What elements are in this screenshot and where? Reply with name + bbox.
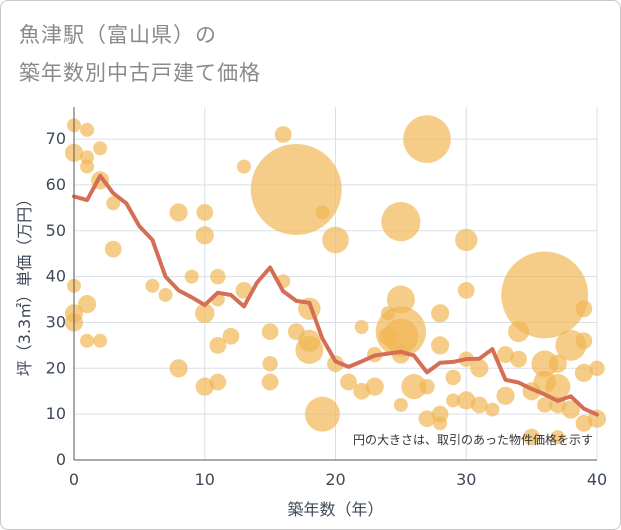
bubble-point [548,354,567,373]
bubble-point [419,378,435,395]
bubble-point [274,126,292,143]
bubble-point [80,333,95,348]
bubble-point [250,144,342,236]
x-tick-label: 40 [587,470,607,489]
bubble-point [194,303,215,324]
bubble-point [523,428,541,446]
bubble-point [327,355,344,373]
bubble-point [470,396,488,414]
bubble-point [295,335,324,364]
bubble-point [510,350,527,368]
bubble-point [531,350,558,378]
bubble-point [195,377,214,396]
bubble-point [445,369,461,386]
bubble-point [391,345,410,364]
bubble-point [537,397,553,413]
bubble-point [433,416,448,431]
y-tick-label: 0 [56,450,66,469]
bubble-point [210,268,226,285]
bubble-point [340,373,357,391]
bubble-point [470,359,489,378]
bubble-point [497,346,514,363]
bubble-point [222,327,240,345]
bubble-size-note: 円の大きさは、取引のあった物件価格を示す [353,432,593,447]
x-tick-label: 10 [195,470,215,489]
y-tick-label: 50 [46,221,66,240]
bubble-point [455,228,478,252]
bubble-point [485,402,500,417]
y-tick-label: 70 [46,129,66,148]
bubble-point [383,318,419,354]
bubble-point [575,332,593,350]
y-axis-label: 坪（3.3㎡）単価（万円） [15,191,34,376]
y-tick-label: 60 [46,175,66,194]
bubble-point [431,304,450,323]
bubble-point [457,281,475,299]
bubble-point [418,410,436,428]
chart-title-line1: 魚津駅（富山県）の [19,23,217,47]
bubble-point [93,141,108,156]
y-tick-label: 40 [46,267,66,286]
bubble-point [354,320,369,335]
bubble-point [169,203,188,222]
bubble-point [393,397,408,412]
bubble-point [104,240,122,258]
bubble-point [261,373,279,391]
bubble-point [501,251,589,339]
x-tick-label: 0 [69,470,79,489]
bubble-point [545,374,571,400]
bubble-point [550,430,565,445]
x-axis-label: 築年数（年） [287,500,383,519]
bubble-point [209,373,227,391]
x-tick-label: 30 [456,470,476,489]
bubble-point [106,196,121,211]
bubble-point [169,359,188,378]
y-tick-label: 30 [46,312,66,331]
bubble-point [80,122,95,137]
bubble-point [322,226,349,254]
bubble-point [93,333,108,348]
bubble-point [589,360,605,377]
bubble-point [304,396,340,432]
y-tick-label: 10 [46,404,66,423]
bubble-point [77,295,97,314]
bubble-point [184,269,199,284]
bubble-point [401,374,427,400]
bubble-point [80,159,95,174]
bubble-point [365,377,384,396]
bubble-point [195,226,214,245]
bubble-point [431,336,450,355]
bubble-point [262,356,278,372]
bubble-point [196,204,214,221]
chart-title-line2: 築年数別中古戸建て価格 [19,61,261,85]
average-price-line [72,173,599,417]
x-tick-label: 20 [325,470,345,489]
bubble-point [561,400,580,419]
bubble-point [235,281,253,299]
bubble-point [145,278,160,293]
bubble-point [403,115,451,163]
bubble-point [457,391,476,410]
bubble-point [496,386,515,405]
bubble-point [315,205,330,220]
bubble-point [261,323,279,341]
bubble-point [575,300,593,318]
bubble-point [574,363,594,382]
bubble-point [446,393,461,408]
y-tick-label: 20 [46,358,66,377]
bubble-point [381,202,421,242]
bubble-point [386,285,415,314]
bubble-point [236,159,251,174]
bubble-point [158,287,173,302]
bubble-point [209,336,227,354]
